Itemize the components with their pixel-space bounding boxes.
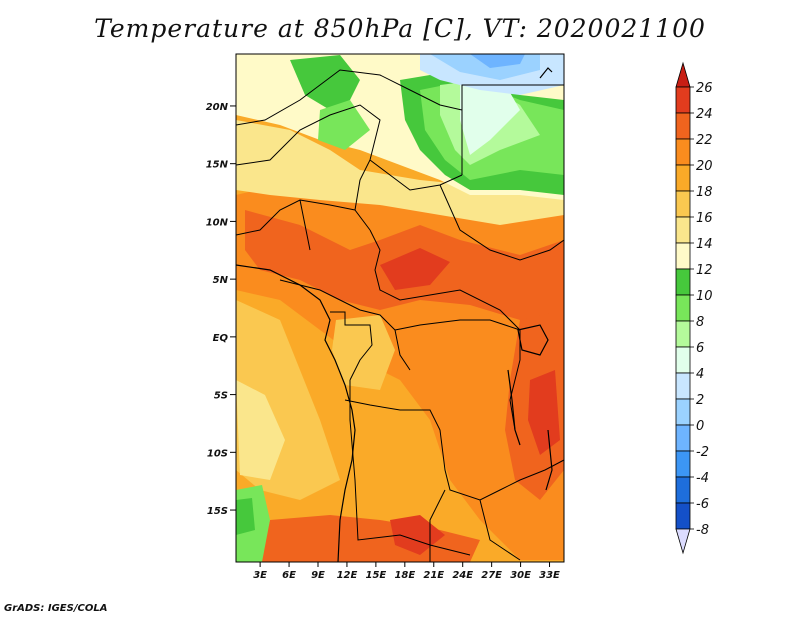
lon-tick-label: 30E [510,570,531,581]
latitude-ticks: 20N 15N 10N 5N EQ 5S 10S 15S [206,102,236,517]
border-lines-north [236,69,564,231]
colorbar-swatch [675,502,691,530]
colorbar-top-arrow [675,61,691,88]
field-zone-16-west [236,380,285,480]
border-lines-central [236,184,564,371]
colorbar-swatch [675,216,691,244]
colorbar-swatch [675,372,691,400]
lon-tick-label: 9E [311,570,325,581]
colorbar-swatch [675,398,691,426]
country-borders [236,69,564,562]
lon-tick-label: 21E [423,570,444,581]
lake-malawi [545,429,553,491]
field-zone-16-north [236,120,564,225]
colorbar-label: 6 [696,341,704,356]
colorbar-label: -8 [696,523,709,538]
coastline-west [236,264,356,562]
field-zone-26-b [528,370,560,455]
field-zone-6-ne [460,75,520,155]
colorbar-swatch [675,242,691,270]
colorbar-label: 4 [696,367,704,382]
lon-tick-label: 6E [282,570,296,581]
lon-tick-label: 3E [253,570,267,581]
lat-tick-label: 10N [206,217,229,228]
colorbar-swatch [675,346,691,374]
colorbar-label: 22 [696,133,713,148]
colorbar-label: 12 [696,263,713,278]
grads-credit: GrADS: IGES/COLA [4,603,108,614]
lake-tanganyika [507,369,521,446]
lat-tick-label: 10S [207,448,228,459]
lon-tick-label: 24E [452,570,473,581]
colorbar-label: -2 [696,445,709,460]
colorbar-label: -6 [696,497,709,512]
colorbar-swatch [675,450,691,478]
colorbar-label: -4 [696,471,709,486]
field-zone-18-central [332,315,395,390]
colorbar-swatch [675,190,691,218]
lat-tick-label: EQ [213,333,229,344]
lat-tick-label: 15N [206,160,229,171]
colorbar-swatch [675,164,691,192]
lon-tick-label: 15E [366,570,387,581]
longitude-ticks: 3E 6E 9E 12E 15E 18E 21E 24E 27E 30E 33E [253,562,560,581]
colorbar-label: 14 [696,237,713,252]
colorbar-swatch [675,268,691,296]
colorbar-label: 16 [696,211,713,226]
colorbar-swatch [675,320,691,348]
border-lines-south [330,311,564,562]
colorbar-swatch [675,424,691,452]
coastlines [236,67,553,562]
map-frame [235,53,565,563]
colorbar-label: 0 [696,419,704,434]
lake-victoria [517,324,549,356]
colorbar-swatch [675,112,691,140]
field-zone-26 [380,248,450,290]
colorbar-swatch [675,86,691,114]
colorbar-swatch [675,138,691,166]
temperature-field [236,54,564,562]
colorbar-label: 24 [696,107,713,122]
colorbar-swatch [675,294,691,322]
lon-tick-label: 12E [337,570,358,581]
lat-tick-label: 5S [214,391,228,402]
colorbar-label: 20 [696,159,713,174]
lat-tick-label: 15S [207,506,228,517]
colorbar-label: 26 [696,81,713,96]
field-zone-0-ne [470,54,525,68]
lon-tick-label: 27E [481,570,502,581]
colorbar-bottom-arrow [675,528,691,555]
colorbar-label: 10 [696,289,713,304]
lon-tick-label: 18E [394,570,415,581]
lon-tick-label: 33E [539,570,560,581]
colorbar-label: 8 [696,315,704,330]
field-zone-12-sw-b [236,498,255,535]
colorbar-swatch [675,476,691,504]
map-title: Temperature at 850hPa [C], VT: 202002110… [94,14,706,43]
lat-tick-label: 5N [213,275,229,286]
coastline-nile [539,67,553,79]
field-zone-12-b [318,100,370,150]
colorbar-label: 18 [696,185,713,200]
lat-tick-label: 20N [206,102,229,113]
colorbar-label: 2 [696,393,704,408]
field-zone-12 [290,55,360,110]
